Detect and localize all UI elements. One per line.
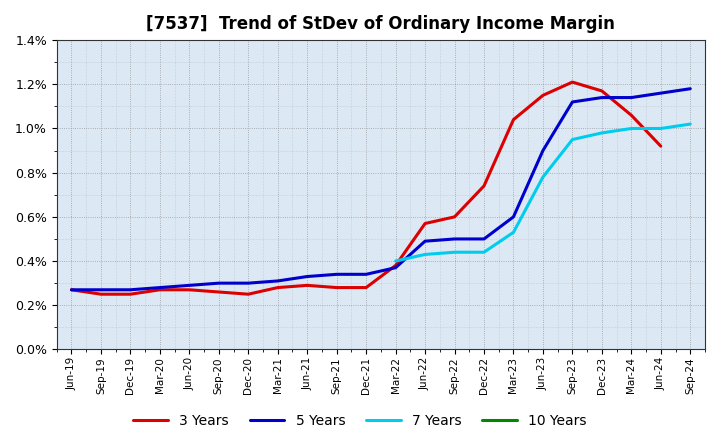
3 Years [539, 93, 547, 98]
7 Years [657, 126, 665, 131]
5 Years [657, 91, 665, 96]
3 Years [67, 287, 76, 293]
3 Years [391, 263, 400, 268]
3 Years [657, 143, 665, 149]
5 Years [156, 285, 164, 290]
5 Years [450, 236, 459, 242]
5 Years [303, 274, 312, 279]
5 Years [420, 238, 429, 244]
3 Years [185, 287, 194, 293]
7 Years [450, 249, 459, 255]
5 Years [598, 95, 606, 100]
5 Years [627, 95, 636, 100]
5 Years [362, 271, 371, 277]
5 Years [539, 148, 547, 153]
7 Years [539, 174, 547, 180]
3 Years [215, 290, 223, 295]
3 Years [244, 292, 253, 297]
5 Years [67, 287, 76, 293]
Legend: 3 Years, 5 Years, 7 Years, 10 Years: 3 Years, 5 Years, 7 Years, 10 Years [128, 408, 592, 433]
3 Years [303, 283, 312, 288]
5 Years [215, 281, 223, 286]
Title: [7537]  Trend of StDev of Ordinary Income Margin: [7537] Trend of StDev of Ordinary Income… [146, 15, 616, 33]
7 Years [686, 121, 695, 127]
3 Years [333, 285, 341, 290]
3 Years [598, 88, 606, 94]
Line: 3 Years: 3 Years [71, 82, 661, 294]
5 Years [244, 281, 253, 286]
5 Years [96, 287, 105, 293]
7 Years [568, 137, 577, 142]
7 Years [480, 249, 488, 255]
3 Years [420, 221, 429, 226]
5 Years [568, 99, 577, 105]
7 Years [391, 258, 400, 264]
3 Years [362, 285, 371, 290]
5 Years [480, 236, 488, 242]
5 Years [185, 283, 194, 288]
5 Years [391, 265, 400, 270]
Line: 7 Years: 7 Years [395, 124, 690, 261]
Line: 5 Years: 5 Years [71, 89, 690, 290]
5 Years [509, 214, 518, 220]
7 Years [420, 252, 429, 257]
3 Years [274, 285, 282, 290]
3 Years [450, 214, 459, 220]
5 Years [686, 86, 695, 92]
5 Years [274, 279, 282, 284]
7 Years [627, 126, 636, 131]
3 Years [627, 113, 636, 118]
3 Years [126, 292, 135, 297]
7 Years [598, 130, 606, 136]
3 Years [156, 287, 164, 293]
3 Years [568, 80, 577, 85]
5 Years [126, 287, 135, 293]
7 Years [509, 230, 518, 235]
3 Years [509, 117, 518, 122]
3 Years [480, 183, 488, 189]
5 Years [333, 271, 341, 277]
3 Years [96, 292, 105, 297]
